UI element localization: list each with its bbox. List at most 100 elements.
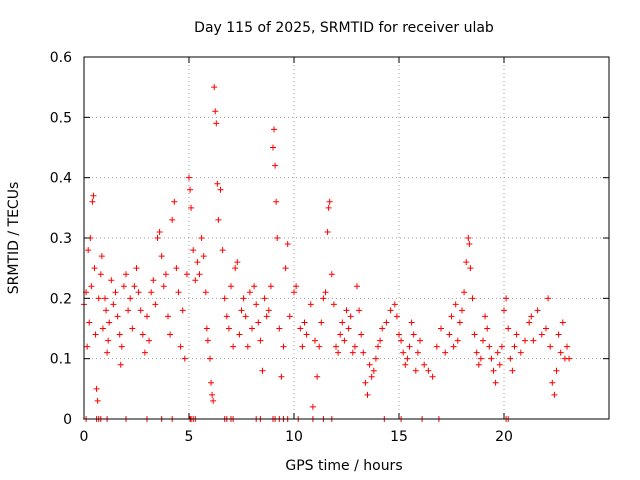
data-point: [486, 343, 493, 350]
data-point: [370, 367, 377, 374]
data-point: [271, 126, 278, 133]
x-tick-label: 10: [285, 429, 303, 445]
data-point: [333, 343, 339, 350]
data-point: [244, 343, 251, 350]
data-point: [559, 319, 566, 326]
data-point: [162, 271, 169, 278]
data-point: [255, 319, 262, 326]
data-point: [240, 295, 247, 302]
data-point: [221, 295, 228, 302]
data-point: [362, 379, 369, 386]
data-point: [466, 241, 473, 248]
data-point: [214, 180, 221, 187]
data-point: [324, 228, 331, 235]
data-point: [482, 313, 489, 320]
data-point: [127, 295, 134, 302]
data-point: [238, 307, 245, 314]
data-point: [488, 355, 495, 362]
data-point: [530, 337, 537, 344]
data-point: [549, 379, 556, 386]
y-tick-label: 0: [63, 412, 72, 428]
data-point: [148, 289, 155, 296]
plot-frame: [83, 56, 610, 420]
data-point: [318, 319, 325, 326]
data-point: [360, 349, 367, 356]
data-point: [204, 337, 211, 344]
data-point: [456, 319, 463, 326]
data-point: [498, 343, 505, 350]
data-point: [553, 367, 560, 374]
data-point: [246, 289, 253, 296]
data-point: [141, 349, 148, 356]
data-marks: [81, 84, 573, 422]
data-point: [450, 343, 457, 350]
data-point: [454, 337, 461, 344]
data-point: [406, 343, 413, 350]
data-point: [328, 271, 335, 278]
axes-layer: 0 0.1 0.2 0.3 0.4 0.5 0.6 0 5 10 15 20: [50, 50, 609, 445]
data-point: [375, 343, 381, 350]
data-point: [198, 235, 205, 241]
data-point: [387, 307, 394, 314]
data-point: [467, 265, 474, 272]
data-point: [133, 265, 140, 272]
data-point: [270, 144, 276, 151]
data-point: [259, 367, 266, 374]
data-point: [337, 331, 344, 338]
data-point: [242, 313, 249, 320]
data-point: [261, 295, 268, 302]
data-point: [200, 253, 207, 260]
data-point: [312, 337, 318, 344]
data-point: [522, 337, 528, 344]
data-point: [103, 307, 110, 314]
data-point: [503, 295, 510, 302]
data-point: [192, 277, 199, 284]
data-point: [183, 271, 190, 278]
data-point: [225, 325, 232, 332]
data-point: [391, 301, 398, 308]
data-point: [465, 235, 472, 241]
data-point: [215, 216, 222, 223]
data-point: [555, 331, 562, 338]
data-point: [330, 301, 337, 308]
data-point: [366, 361, 373, 368]
data-point: [92, 331, 99, 338]
chart-title: Day 115 of 2025, SRMTID for receiver ula…: [194, 20, 494, 36]
data-point: [425, 367, 432, 374]
data-point: [230, 343, 237, 350]
data-point: [211, 84, 218, 91]
data-point: [85, 247, 92, 254]
data-point: [509, 367, 516, 374]
data-point: [93, 385, 100, 392]
data-point: [402, 361, 409, 368]
data-point: [139, 331, 146, 338]
data-point: [368, 373, 375, 380]
data-point: [108, 277, 115, 284]
data-point: [314, 373, 321, 380]
data-point: [202, 289, 209, 296]
data-point: [219, 247, 226, 254]
data-point: [175, 289, 182, 296]
data-point: [273, 198, 280, 205]
data-point: [393, 313, 400, 320]
data-point: [564, 343, 570, 350]
y-tick-label: 0.6: [50, 50, 72, 66]
x-tick-label: 15: [390, 429, 408, 445]
data-point: [160, 283, 167, 290]
data-point: [91, 265, 98, 272]
data-point: [116, 331, 123, 338]
data-point: [272, 162, 279, 169]
data-point: [156, 228, 163, 235]
data-point: [316, 343, 323, 350]
data-point: [228, 283, 234, 290]
data-point: [410, 331, 417, 338]
data-point: [179, 307, 186, 314]
data-point: [438, 325, 444, 332]
data-point: [513, 331, 520, 338]
y-tick-label: 0.1: [50, 352, 72, 368]
data-point: [102, 295, 108, 302]
data-point: [417, 337, 423, 344]
data-point: [507, 355, 514, 362]
data-point: [90, 192, 97, 199]
